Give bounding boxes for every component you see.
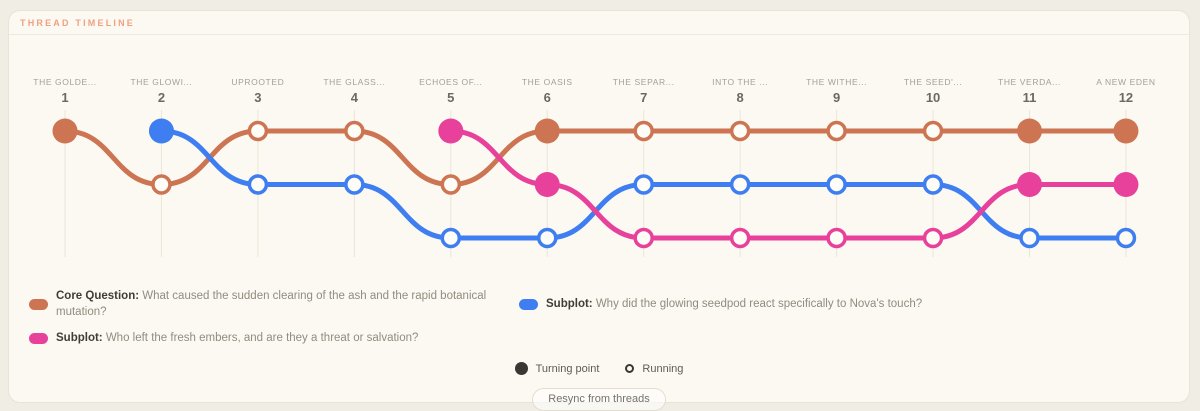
- node-subplot-embers-chapter-8-running[interactable]: [729, 227, 751, 249]
- running-key: Running: [625, 363, 683, 375]
- node-subplot-embers-chapter-10-running[interactable]: [922, 227, 944, 249]
- node-subplot-seedpod-chapter-9-running[interactable]: [826, 174, 847, 195]
- thread-legend: Core Question: What caused the sudden cl…: [9, 288, 1189, 346]
- resync-row: Resync from threads: [9, 388, 1189, 411]
- node-core-question-chapter-11-turning[interactable]: [1017, 118, 1042, 144]
- node-core-question-chapter-7-running[interactable]: [633, 120, 654, 142]
- chapter-column-8[interactable]: INTO THE ... 8: [692, 77, 788, 105]
- node-subplot-seedpod-chapter-8-running[interactable]: [729, 174, 751, 195]
- timeline-chart: THE GOLDE... 1 THE GLOWI... 2 UPROOTED 3 THE G…: [9, 35, 1189, 280]
- legend-kind: Subplot:: [546, 298, 593, 310]
- node-core-question-chapter-3-running[interactable]: [247, 120, 269, 142]
- chapter-column-6[interactable]: THE OASIS 6: [499, 77, 595, 105]
- node-core-question-chapter-5-running[interactable]: [440, 174, 462, 195]
- chapter-column-7[interactable]: THE SEPAR... 7: [596, 77, 692, 105]
- chapter-number: 8: [736, 90, 744, 105]
- chapter-number: 11: [1022, 90, 1037, 105]
- legend-kind: Subplot:: [56, 332, 103, 344]
- timeline-svg: [52, 110, 1139, 257]
- node-subplot-seedpod-chapter-7-running[interactable]: [633, 174, 654, 195]
- point-state-legend: Turning point Running: [9, 360, 1189, 377]
- node-subplot-embers-chapter-12-turning[interactable]: [1113, 172, 1139, 197]
- node-subplot-embers-chapter-9-running[interactable]: [826, 227, 847, 249]
- chapter-title: INTO THE ...: [712, 77, 769, 87]
- chapter-column-1[interactable]: THE GOLDE... 1: [17, 77, 113, 105]
- chapter-number: 2: [157, 90, 166, 105]
- legend-swatch-subplot-seedpod: [519, 298, 538, 310]
- node-core-question-chapter-12-turning[interactable]: [1113, 118, 1139, 144]
- running-icon: [625, 364, 635, 373]
- chapter-number: 12: [1118, 90, 1134, 105]
- node-core-question-chapter-4-running[interactable]: [344, 120, 365, 142]
- node-subplot-seedpod-chapter-6-running[interactable]: [537, 227, 558, 249]
- node-subplot-seedpod-chapter-3-running[interactable]: [247, 174, 269, 195]
- chapter-title: THE VERDA...: [998, 77, 1061, 87]
- node-core-question-chapter-6-turning[interactable]: [534, 118, 560, 144]
- chapter-title: THE GLASS...: [323, 77, 386, 87]
- turning-point-key: Turning point: [514, 362, 600, 375]
- thread-line-core-question: [64, 128, 1126, 188]
- node-core-question-chapter-8-running[interactable]: [729, 120, 751, 142]
- node-subplot-seedpod-chapter-2-turning[interactable]: [148, 118, 174, 144]
- node-subplot-seedpod-chapter-4-running[interactable]: [344, 174, 365, 195]
- chapter-column-5[interactable]: ECHOES OF... 5: [403, 77, 499, 105]
- turning-point-icon: [514, 362, 528, 375]
- chapter-column-4[interactable]: THE GLASS... 4: [306, 77, 402, 105]
- chapter-column-10[interactable]: THE SEED'... 10: [885, 77, 981, 105]
- chapter-title: ECHOES OF...: [419, 77, 483, 87]
- panel-header: THREAD TIMELINE: [9, 11, 1189, 35]
- node-subplot-seedpod-chapter-10-running[interactable]: [922, 174, 944, 195]
- chapter-number: 9: [832, 90, 841, 105]
- chapter-title: A NEW EDEN: [1096, 77, 1156, 87]
- legend-kind: Core Question:: [56, 290, 140, 302]
- chapter-number: 4: [350, 90, 358, 105]
- legend-item-subplot-seedpod: Subplot: Why did the glowing seedpod rea…: [519, 288, 1189, 320]
- chapter-column-3[interactable]: UPROOTED 3: [210, 77, 306, 105]
- legend-item-core-question: Core Question: What caused the sudden cl…: [29, 288, 519, 320]
- node-core-question-chapter-10-running[interactable]: [922, 120, 944, 142]
- thread-timeline-panel: THREAD TIMELINE THE GOLDE... 1 THE GLOWI..…: [8, 10, 1190, 411]
- chapter-title: THE OASIS: [521, 77, 573, 87]
- chapter-title: THE WITHE...: [806, 77, 868, 87]
- node-subplot-embers-chapter-11-turning[interactable]: [1017, 172, 1042, 197]
- legend-question: Why did the glowing seedpod react specif…: [592, 298, 923, 310]
- node-core-question-chapter-2-running[interactable]: [151, 174, 172, 195]
- chapter-title: THE SEED'...: [903, 77, 963, 87]
- chapter-number: 1: [61, 90, 69, 105]
- legend-question: What caused the sudden clearing of the a…: [56, 290, 487, 318]
- node-subplot-embers-chapter-5-turning[interactable]: [438, 118, 464, 144]
- chapter-number: 3: [254, 90, 262, 105]
- node-core-question-chapter-1-turning[interactable]: [52, 118, 78, 144]
- chapter-title: THE GLOWI...: [130, 77, 193, 87]
- node-subplot-seedpod-chapter-11-running[interactable]: [1019, 227, 1040, 249]
- panel-title: THREAD TIMELINE: [20, 17, 135, 28]
- chapter-title: THE SEPAR...: [612, 77, 675, 87]
- thread-line-subplot-embers: [450, 128, 1126, 241]
- node-core-question-chapter-9-running[interactable]: [826, 120, 847, 142]
- chapter-number: 7: [640, 90, 648, 105]
- chapter-number: 10: [925, 90, 941, 105]
- turning-point-label: Turning point: [535, 362, 600, 375]
- chapter-title: THE GOLDE...: [33, 77, 97, 87]
- node-subplot-seedpod-chapter-5-running[interactable]: [440, 227, 462, 249]
- chapter-number: 5: [447, 90, 455, 105]
- chapter-column-11[interactable]: THE VERDA... 11: [982, 77, 1078, 105]
- legend-swatch-core-question: [29, 298, 48, 310]
- resync-from-threads-button[interactable]: Resync from threads: [532, 388, 666, 411]
- node-subplot-seedpod-chapter-12-running[interactable]: [1115, 227, 1137, 249]
- legend-item-subplot-embers: Subplot: Who left the fresh embers, and …: [29, 330, 519, 346]
- chapter-number: 6: [543, 90, 551, 105]
- chapter-column-2[interactable]: THE GLOWI... 2: [113, 77, 209, 105]
- running-label: Running: [642, 362, 684, 375]
- node-subplot-embers-chapter-6-turning[interactable]: [534, 172, 560, 197]
- legend-swatch-subplot-embers: [29, 332, 48, 344]
- legend-question: Who left the fresh embers, and are they …: [102, 332, 419, 344]
- chapter-column-9[interactable]: THE WITHE... 9: [789, 77, 885, 105]
- chapter-column-12[interactable]: A NEW EDEN 12: [1078, 77, 1174, 105]
- chapter-title: UPROOTED: [231, 77, 285, 87]
- node-subplot-embers-chapter-7-running[interactable]: [633, 227, 654, 249]
